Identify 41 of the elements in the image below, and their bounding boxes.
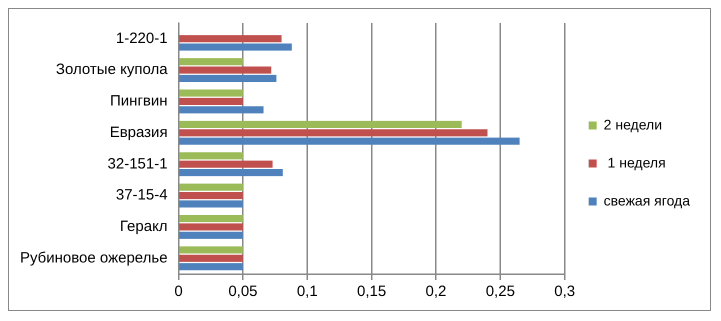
bar: [179, 44, 292, 51]
y-tick-label: Золотые купола: [56, 61, 168, 78]
bar: [179, 192, 243, 200]
x-tick-label: 0,2: [426, 283, 446, 300]
y-tick-label: Рубиновое ожерелье: [20, 249, 168, 266]
y-tick-label: Евразия: [110, 124, 168, 141]
bar: [179, 35, 282, 42]
x-tick-label: 0,3: [554, 283, 576, 300]
bar: [179, 160, 273, 168]
bar: [179, 66, 272, 74]
y-tick-label: 1-220-1: [116, 30, 168, 47]
y-tick-label: Геракл: [120, 218, 168, 236]
bar: [179, 90, 243, 97]
legend-label: свежая ягода: [604, 192, 690, 208]
bar: [179, 120, 462, 128]
bar: [179, 232, 243, 239]
bar: [179, 106, 264, 114]
legend-label: 1 неделя: [604, 154, 666, 170]
bar: [179, 169, 283, 176]
bar: [179, 200, 243, 208]
x-tick-label: 0,15: [357, 283, 386, 300]
x-tick-label: 0,25: [486, 283, 515, 300]
bar: [179, 74, 276, 82]
bar: [179, 215, 243, 222]
bar: [179, 246, 243, 254]
y-tick-label: Пингвин: [110, 92, 168, 110]
bar: [179, 254, 243, 262]
bar: [179, 152, 243, 160]
y-tick-label: 32-151-1: [108, 155, 168, 172]
x-tick-label: 0,05: [228, 283, 258, 300]
x-tick-label: 0: [174, 283, 183, 300]
y-tick-label: 37-15-4: [116, 186, 168, 204]
bar: [179, 223, 243, 230]
bar: [179, 129, 488, 136]
legend-label: 2 недели: [604, 116, 662, 132]
bar: [179, 58, 243, 66]
bar: [179, 98, 243, 105]
bar: [179, 263, 243, 270]
x-tick-label: 0,1: [296, 283, 318, 300]
bar: [179, 138, 520, 145]
bar: [179, 184, 243, 191]
